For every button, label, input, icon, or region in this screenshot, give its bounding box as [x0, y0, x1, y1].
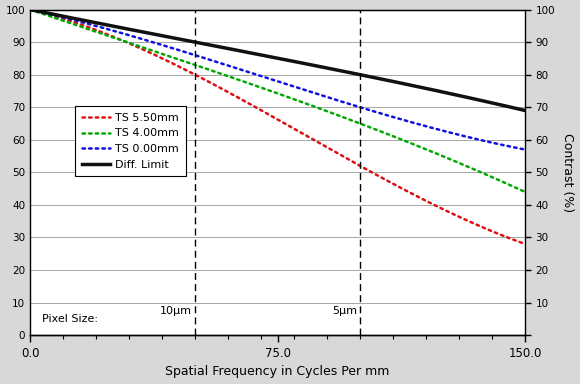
Legend: TS 5.50mm, TS 4.00mm, TS 0.00mm, Diff. Limit: TS 5.50mm, TS 4.00mm, TS 0.00mm, Diff. L… — [75, 106, 186, 176]
Y-axis label: Contrast (%): Contrast (%) — [561, 133, 574, 212]
Text: 10μm: 10μm — [160, 306, 192, 316]
X-axis label: Spatial Frequency in Cycles Per mm: Spatial Frequency in Cycles Per mm — [165, 366, 390, 379]
Text: 5μm: 5μm — [332, 306, 357, 316]
Text: Pixel Size:: Pixel Size: — [42, 314, 99, 324]
